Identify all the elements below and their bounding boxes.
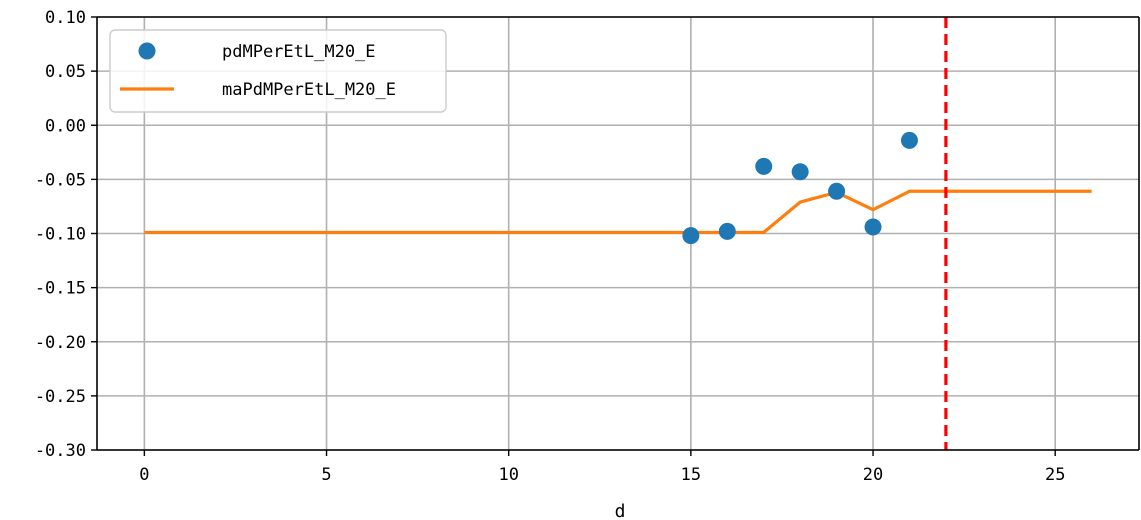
y-tick-label: -0.05 — [35, 170, 86, 190]
series-line-maPdMPerEtL — [144, 189, 1092, 235]
x-tick-label: 5 — [321, 465, 331, 485]
tick-labels: 0 5 10 15 20 25 0.10 0.05 0.00 -0.05 -0.10 -0.15 -0.… — [35, 8, 1066, 485]
plot-area — [144, 17, 1092, 450]
y-tick-label: -0.15 — [35, 279, 86, 299]
y-tick-label: -0.25 — [35, 387, 86, 407]
scatter-point — [864, 218, 882, 236]
legend-marker-scatter — [138, 42, 156, 60]
x-tick-label: 25 — [1045, 465, 1065, 485]
scatter-point — [900, 131, 918, 149]
y-tick-label: 0.05 — [45, 62, 86, 82]
x-tick-label: 0 — [139, 465, 149, 485]
x-axis-label: d — [615, 501, 626, 520]
scatter-point — [718, 222, 736, 240]
x-tick-label: 10 — [498, 465, 518, 485]
y-tick-label: -0.20 — [35, 333, 86, 353]
y-tick-label: 0.10 — [45, 8, 86, 28]
legend-label: pdMPerEtL_M20_E — [222, 42, 376, 62]
scatter-point — [791, 163, 809, 181]
y-tick-label: -0.10 — [35, 225, 86, 245]
y-tick-label: 0.00 — [45, 116, 86, 136]
scatter-point — [828, 182, 846, 200]
y-tick-label: -0.30 — [35, 441, 86, 461]
legend-box — [109, 29, 447, 113]
legend-label: maPdMPerEtL_M20_E — [222, 80, 396, 100]
legend: pdMPerEtL_M20_E maPdMPerEtL_M20_E — [109, 29, 447, 113]
scatter-point — [755, 157, 773, 175]
axes — [91, 16, 1140, 456]
x-tick-label: 15 — [681, 465, 701, 485]
scatter-point — [682, 227, 700, 245]
x-tick-label: 20 — [863, 465, 883, 485]
